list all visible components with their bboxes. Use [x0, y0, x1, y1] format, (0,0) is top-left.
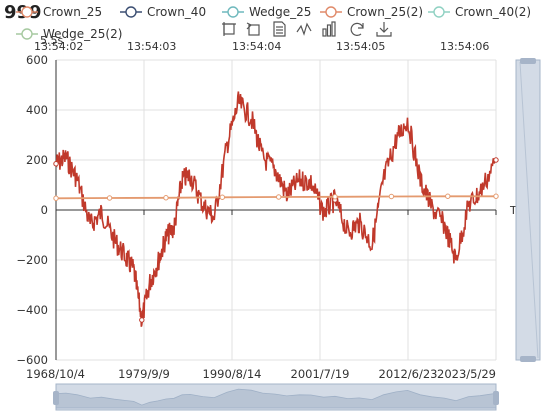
restore-icon[interactable] — [350, 22, 364, 36]
y-zoom-top-handle[interactable] — [520, 58, 536, 64]
legend-item-wedge-25[interactable]: Wedge_25 — [222, 5, 311, 19]
x-zoom-right-handle[interactable] — [493, 391, 499, 405]
y-zoom-bottom-handle[interactable] — [520, 356, 536, 362]
x-zoom-preview — [55, 388, 497, 409]
x-zoom-preview-area — [55, 388, 497, 409]
timeline-time-1: 13:54:02 — [34, 40, 83, 53]
timeline-time-5: 13:54:06 — [440, 40, 489, 53]
legend-label: Crown_25(2) — [347, 5, 423, 19]
timeline-time-2: 13:54:03 — [127, 40, 176, 53]
y-tick-label: −600 — [16, 353, 48, 367]
y-tick-label: 200 — [26, 153, 48, 167]
y-axis: 600 400 200 0 −200 −400 −600 — [16, 53, 48, 367]
toolbar — [222, 21, 392, 37]
series-point — [53, 195, 59, 201]
legend-item-wedge-25-2-[interactable]: Wedge_25(2) — [16, 27, 122, 41]
legend-marker — [21, 28, 33, 40]
x-tick-label: 2001/7/19 — [291, 367, 350, 381]
legend-label: Crown_40(2) — [455, 5, 531, 19]
bar-chart-icon[interactable] — [322, 21, 336, 37]
legend: Crown_25 Crown_40 Wedge_25 Crown_25(2) Crown… — [16, 5, 531, 41]
timeline-time-3: 13:54:04 — [232, 40, 281, 53]
y-tick-label: −400 — [16, 303, 48, 317]
y-zoom-slider[interactable] — [515, 58, 541, 362]
legend-item-crown-25-2-[interactable]: Crown_25(2) — [320, 5, 423, 19]
y-zoom-track[interactable] — [515, 59, 541, 361]
save-image-icon[interactable] — [376, 22, 392, 37]
y-tick-label: 0 — [41, 203, 48, 217]
line-chart-icon[interactable] — [296, 22, 312, 36]
series-layer — [53, 91, 499, 327]
series-point — [219, 194, 226, 200]
series-point — [493, 193, 499, 199]
legend-item-crown-25[interactable]: Crown_25 — [16, 5, 102, 19]
series-point — [445, 193, 451, 199]
series-point — [139, 317, 145, 323]
y-tick-label: 600 — [26, 53, 48, 67]
timeline-time-4: 13:54:05 — [336, 40, 385, 53]
legend-label: Crown_40 — [147, 5, 206, 19]
series-point — [332, 194, 338, 200]
series-point — [106, 195, 113, 201]
legend-marker — [125, 6, 137, 18]
zoom-icon[interactable] — [222, 22, 236, 36]
legend-label: Wedge_25 — [249, 5, 311, 19]
x-axis: 1968/10/4 1979/9/9 1990/8/14 2001/7/19 2012/… — [26, 60, 497, 381]
series-point — [53, 161, 59, 167]
x-zoom-slider[interactable] — [53, 383, 499, 411]
y-zoom-preview — [519, 61, 539, 359]
legend-item-crown-40-2-[interactable]: Crown_40(2) — [428, 5, 531, 19]
timeline: 5.5s 13:54:02 13:54:03 13:54:04 13:54:05… — [34, 34, 489, 53]
legend-marker — [227, 6, 239, 18]
data-view-icon[interactable] — [273, 21, 286, 37]
legend-marker — [21, 6, 33, 18]
legend-label: Wedge_25(2) — [43, 27, 122, 41]
x-tick-label: 2012/6/23 — [379, 367, 438, 381]
legend-label: Crown_25 — [43, 5, 102, 19]
y-tick-label: 400 — [26, 103, 48, 117]
legend-marker — [325, 6, 337, 18]
legend-item-crown-40[interactable]: Crown_40 — [120, 5, 206, 19]
x-tick-label: 1990/8/14 — [203, 367, 262, 381]
series-point — [493, 157, 499, 163]
y-tick-label: −200 — [16, 253, 48, 267]
series-point — [275, 194, 282, 200]
x-tick-label: 1979/9/9 — [118, 367, 170, 381]
legend-marker — [433, 6, 445, 18]
timeline-overlap-text: 5.5s — [40, 34, 63, 47]
x-tick-label: 2023/5/29 — [437, 367, 496, 381]
series-point — [388, 193, 395, 200]
x-zoom-left-handle[interactable] — [53, 391, 59, 405]
zoom-reset-icon[interactable] — [246, 22, 260, 36]
series-line-crown-25 — [55, 91, 497, 327]
x-tick-label: 1968/10/4 — [26, 367, 85, 381]
series-point — [163, 195, 169, 201]
